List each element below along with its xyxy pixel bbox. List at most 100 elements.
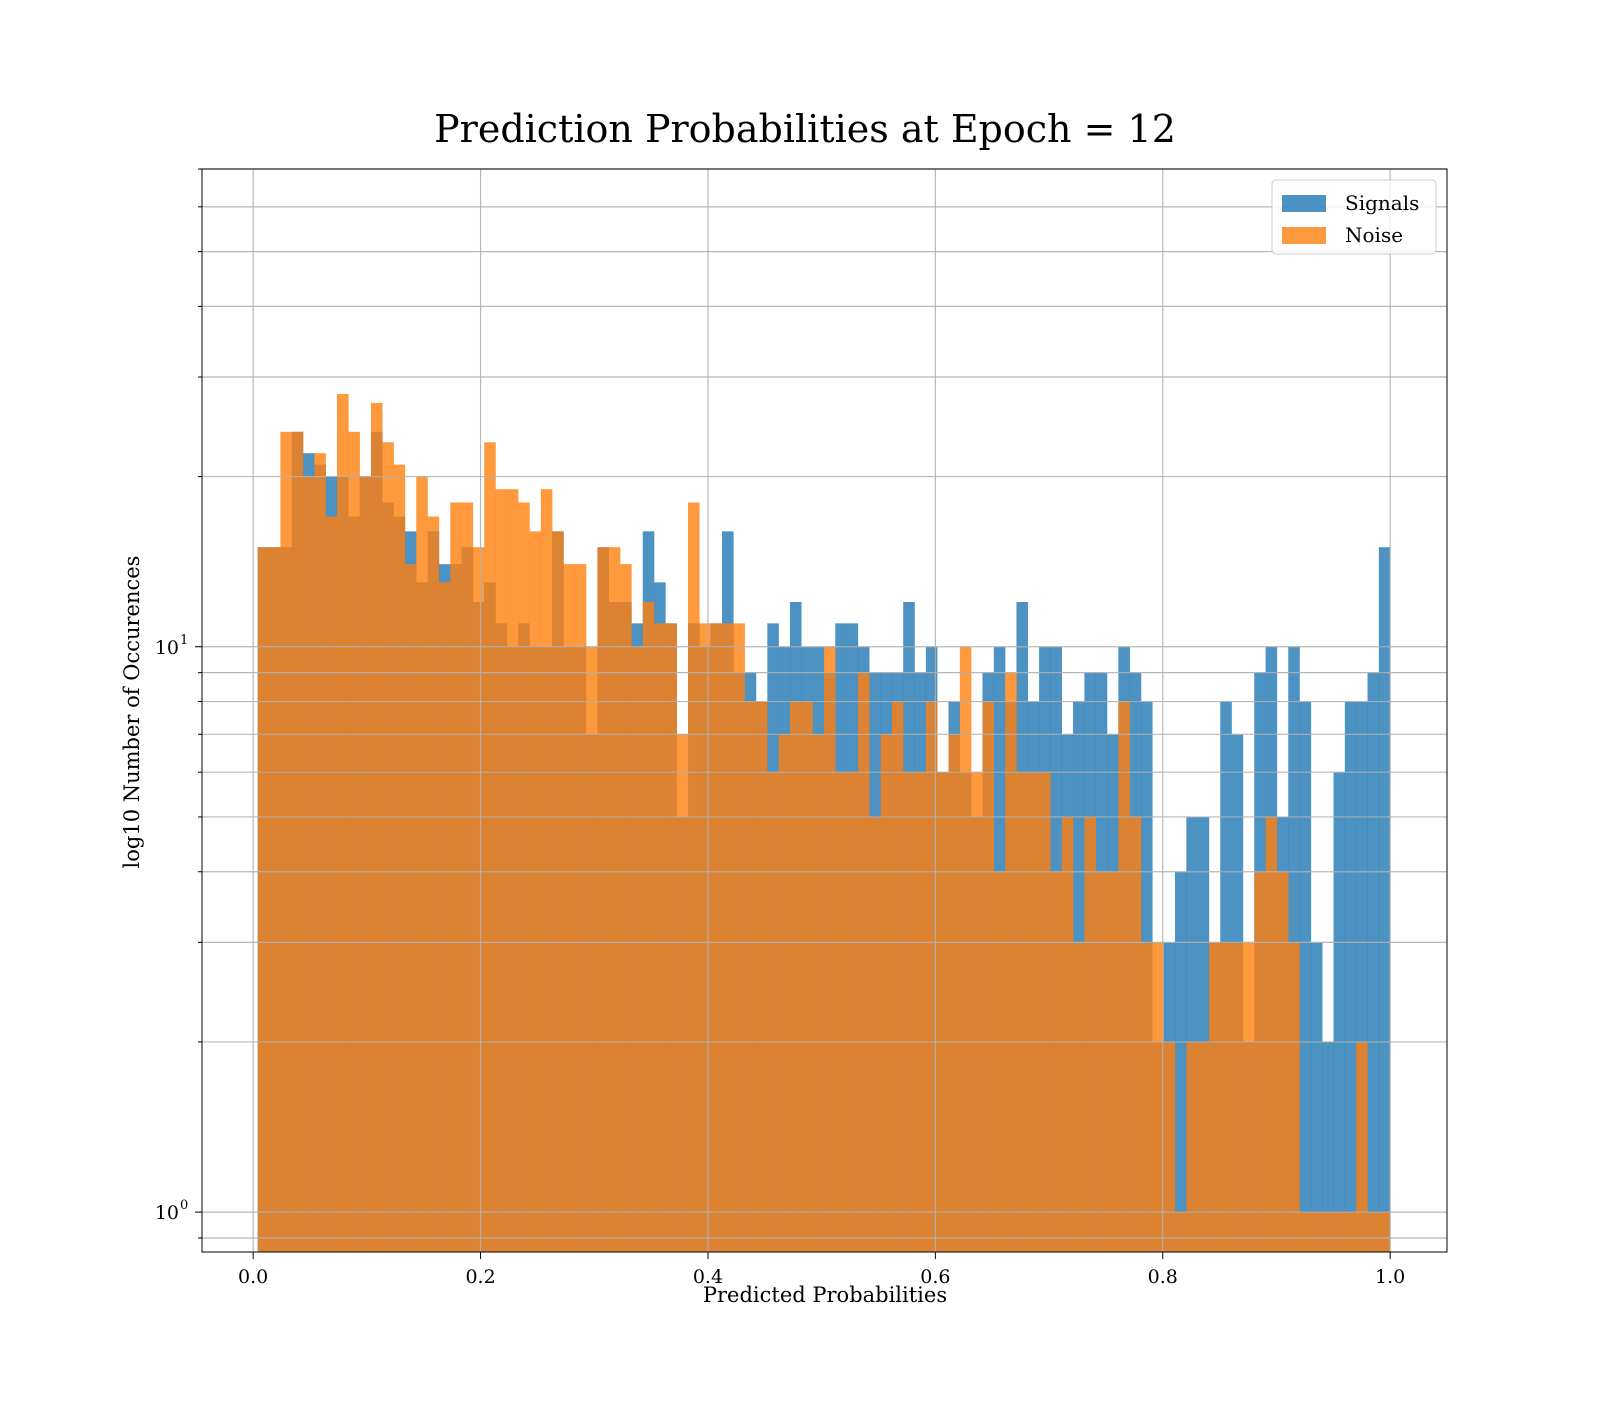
noise-bar-96 <box>1344 1212 1357 1252</box>
noise-bar-58 <box>914 772 927 1252</box>
noise-bar-93 <box>1310 1212 1323 1252</box>
noise-bar-25 <box>540 489 553 1252</box>
y-tick-label-exponent-0: 0 <box>180 1198 188 1213</box>
noise-bar-41 <box>722 623 734 1252</box>
x-tick-label-1: 0.2 <box>465 1266 495 1288</box>
x-tick-label-0: 0.0 <box>238 1266 268 1288</box>
noise-bar-21 <box>495 489 508 1252</box>
noise-bar-78 <box>1141 942 1153 1252</box>
noise-bar-18 <box>461 502 474 1252</box>
noise-bar-92 <box>1299 1212 1312 1252</box>
noise-bar-70 <box>1050 871 1062 1252</box>
noise-bar-20 <box>484 442 496 1252</box>
signals-bar-82 <box>1186 816 1198 1252</box>
noise-bar-77 <box>1129 816 1142 1252</box>
signals-bar-99 <box>1378 547 1391 1252</box>
noise-bar-94 <box>1322 1212 1334 1252</box>
noise-bar-29 <box>586 646 598 1252</box>
noise-bar-67 <box>1016 772 1029 1252</box>
noise-bar-28 <box>574 564 587 1252</box>
noise-bar-83 <box>1197 1041 1210 1252</box>
noise-bar-80 <box>1163 1041 1176 1252</box>
y-tick-label-1: 10 <box>155 637 179 659</box>
legend-label-signals: Signals <box>1345 191 1419 215</box>
noise-bar-79 <box>1152 942 1164 1252</box>
x-tick-label-3: 0.6 <box>920 1266 950 1288</box>
signals-bar-92 <box>1299 701 1312 1252</box>
noise-bar-26 <box>552 531 564 1252</box>
noise-bar-90 <box>1276 871 1289 1252</box>
noise-bar-57 <box>903 772 915 1252</box>
noise-bar-82 <box>1186 1041 1198 1252</box>
noise-bar-55 <box>880 734 893 1252</box>
signals-bar-81 <box>1174 871 1187 1252</box>
x-tick-label-5: 1.0 <box>1375 1266 1405 1288</box>
noise-bar-35 <box>654 623 666 1252</box>
noise-bar-50 <box>823 646 836 1252</box>
noise-bar-56 <box>891 701 904 1252</box>
noise-bar-40 <box>710 623 723 1252</box>
noise-bar-46 <box>778 734 791 1252</box>
noise-bar-47 <box>789 701 802 1252</box>
noise-bar-31 <box>608 547 621 1252</box>
x-axis-ticks: 0.0 0.2 0.4 0.6 0.8 1.0 <box>238 1252 1405 1288</box>
noise-bar-39 <box>699 623 711 1252</box>
noise-bar-84 <box>1208 942 1221 1252</box>
signals-bar-98 <box>1367 672 1380 1252</box>
noise-bar-3 <box>291 431 304 1252</box>
legend-swatch-signals <box>1282 195 1326 212</box>
noise-bar-61 <box>948 734 961 1252</box>
noise-bar-19 <box>472 547 485 1252</box>
noise-bars <box>257 393 1391 1253</box>
y-tick-label-0: 10 <box>155 1202 179 1224</box>
noise-bar-34 <box>642 602 655 1252</box>
noise-bar-51 <box>835 772 847 1252</box>
noise-bar-17 <box>450 502 462 1252</box>
noise-bar-7 <box>336 393 349 1253</box>
noise-bar-0 <box>257 547 270 1252</box>
noise-bar-68 <box>1027 772 1040 1252</box>
noise-bar-38 <box>688 502 700 1252</box>
noise-bar-11 <box>382 442 394 1252</box>
noise-bar-81 <box>1174 1212 1187 1252</box>
noise-bar-45 <box>767 772 779 1252</box>
noise-bar-14 <box>416 476 428 1253</box>
noise-bar-36 <box>665 623 677 1252</box>
noise-bar-91 <box>1288 942 1300 1252</box>
signals-bar-83 <box>1197 816 1210 1252</box>
noise-bar-42 <box>733 623 745 1252</box>
noise-bar-85 <box>1220 942 1232 1252</box>
x-tick-label-4: 0.8 <box>1148 1266 1178 1288</box>
noise-bar-76 <box>1118 701 1130 1252</box>
noise-bar-13 <box>404 564 417 1252</box>
plot-frame <box>201 168 1448 1253</box>
noise-bar-44 <box>755 701 768 1252</box>
legend-label-noise: Noise <box>1345 223 1403 247</box>
chart-title: Prediction Probabilities at Epoch = 12 <box>434 107 1176 151</box>
noise-bar-87 <box>1242 942 1255 1252</box>
signals-bar-97 <box>1356 701 1368 1252</box>
signals-bar-95 <box>1333 772 1346 1252</box>
noise-bar-4 <box>303 476 315 1253</box>
signals-bar-94 <box>1322 1041 1334 1252</box>
noise-bar-95 <box>1333 1212 1346 1252</box>
noise-bar-33 <box>631 646 643 1252</box>
noise-bar-54 <box>869 816 881 1252</box>
noise-bar-72 <box>1073 942 1085 1252</box>
noise-bar-63 <box>971 772 983 1252</box>
noise-bar-1 <box>269 547 281 1252</box>
noise-bar-30 <box>597 547 610 1252</box>
noise-bar-24 <box>529 531 542 1252</box>
noise-bar-74 <box>1095 871 1108 1252</box>
noise-bar-89 <box>1265 816 1278 1252</box>
noise-bar-10 <box>370 402 383 1252</box>
noise-bar-71 <box>1061 816 1074 1252</box>
noise-bar-62 <box>959 646 972 1252</box>
noise-bar-98 <box>1367 1212 1380 1252</box>
noise-bar-99 <box>1378 1212 1391 1252</box>
y-axis-label: log10 Number of Occurences <box>120 556 144 869</box>
noise-bar-60 <box>937 772 949 1252</box>
noise-bar-65 <box>993 871 1006 1252</box>
